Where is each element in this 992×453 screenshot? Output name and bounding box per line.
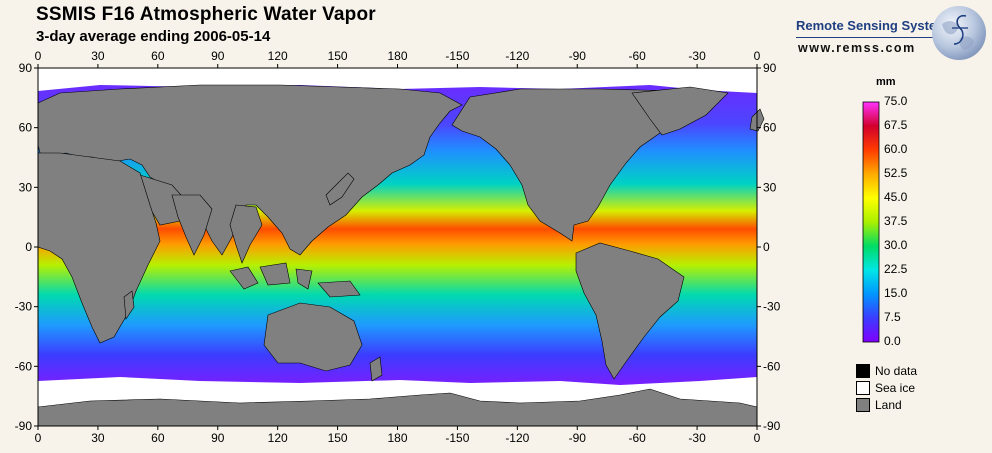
lon-label-top: 60: [151, 49, 165, 63]
map-title: SSMIS F16 Atmospheric Water Vapor: [36, 4, 376, 25]
legend-item: Sea ice: [856, 379, 917, 396]
lon-label-top: -60: [628, 49, 646, 63]
land-indochina: [229, 204, 263, 264]
colorbar-tick-label: 15.0: [884, 286, 908, 300]
lon-label-top: 0: [35, 49, 42, 63]
legend-label: Land: [875, 397, 902, 412]
lon-label-top: 180: [387, 49, 407, 63]
lat-label-right: 0: [763, 240, 770, 254]
lon-label-bottom: 0: [754, 431, 761, 445]
lon-label-bottom: 120: [268, 431, 288, 445]
map-axes: 0 0 30 30 60 60 90 90 120 120 150 150 180 180 -150 -150…: [15, 49, 781, 445]
legend-label: Sea ice: [875, 380, 916, 395]
lat-label-left: 30: [19, 180, 33, 194]
arctic-sea-ice: [38, 68, 757, 93]
colorbar-tick-label: 75.0: [884, 94, 908, 108]
land-australia: [263, 302, 363, 372]
land-borneo: [259, 262, 291, 286]
map-subtitle: 3-day average ending 2006-05-14: [36, 28, 271, 45]
lon-label-top: 120: [268, 49, 288, 63]
land-india: [171, 194, 213, 256]
lat-label-left: 60: [19, 121, 33, 135]
lon-label-bottom: 90: [211, 431, 225, 445]
lat-label-right: -30: [763, 300, 781, 314]
colorbar-tick-label: 52.5: [884, 166, 908, 180]
land-sumatra: [229, 266, 259, 290]
lon-label-bottom: 60: [151, 431, 165, 445]
lon-label-top: -150: [445, 49, 469, 63]
lon-label-bottom: -150: [445, 431, 469, 445]
colorbar-tick-label: 37.5: [884, 214, 908, 228]
lat-label-right: 30: [763, 180, 777, 194]
land-masses: [37, 84, 765, 427]
water-vapor-map: 0 0 30 30 60 60 90 90 120 120 150 150 180 180 -150 -150…: [0, 45, 820, 453]
lon-label-bottom: 0: [35, 431, 42, 445]
land-new-guinea: [317, 280, 361, 298]
colorbar-unit: mm: [876, 76, 896, 88]
lat-label-left: 0: [25, 240, 32, 254]
legend-swatch: [856, 380, 870, 395]
lon-label-top: -120: [505, 49, 529, 63]
legend-item: Land: [856, 396, 917, 413]
lat-label-right: 60: [763, 121, 777, 135]
lon-label-top: -30: [688, 49, 706, 63]
lon-label-bottom: 180: [387, 431, 407, 445]
colorbar-tick-label: 0.0: [884, 334, 901, 348]
lat-label-left: 90: [19, 61, 33, 75]
land-sulawesi: [295, 268, 313, 290]
colorbar-tick-label: 67.5: [884, 118, 908, 132]
legend-label: No data: [875, 363, 918, 378]
land-japan: [325, 172, 355, 206]
lon-label-bottom: 30: [91, 431, 105, 445]
land-south-america: [575, 242, 685, 380]
lon-label-bottom: -30: [688, 431, 706, 445]
colorbar-tick-label: 22.5: [884, 262, 908, 276]
lon-label-bottom: 150: [328, 431, 348, 445]
legend-swatch: [856, 397, 870, 412]
colorbar-tick-label: 45.0: [884, 190, 908, 204]
colorbar-tick-label: 30.0: [884, 238, 908, 252]
lon-label-top: 150: [328, 49, 348, 63]
legend-swatch: [856, 363, 870, 378]
brand-url[interactable]: www.remss.com: [798, 41, 916, 55]
map-legend: No data Sea ice Land: [856, 362, 917, 413]
legend-item: No data: [856, 362, 917, 379]
lat-label-right: 90: [763, 61, 777, 75]
lon-label-top: 90: [211, 49, 225, 63]
land-greenland: [631, 86, 729, 136]
brand-logo[interactable]: Remote Sensing Systems www.remss.com: [792, 6, 992, 68]
brand-underline: [796, 37, 951, 38]
colorbar-scale: [862, 101, 880, 343]
land-madagascar: [123, 290, 135, 320]
lat-label-left: -90: [15, 419, 33, 433]
lat-label-right: -90: [763, 419, 781, 433]
lat-label-left: -60: [15, 359, 33, 373]
colorbar-tick-label: 60.0: [884, 142, 908, 156]
land-new-zealand: [369, 356, 383, 382]
lat-label-right: -60: [763, 359, 781, 373]
brand-name: Remote Sensing Systems: [796, 18, 955, 33]
lon-label-bottom: -60: [628, 431, 646, 445]
colorbar-tick-label: 7.5: [884, 310, 901, 324]
lon-label-top: 30: [91, 49, 105, 63]
lon-label-bottom: -120: [505, 431, 529, 445]
lat-label-left: -30: [15, 300, 33, 314]
globe-logo-icon: [932, 6, 986, 60]
lon-label-top: 0: [754, 49, 761, 63]
lon-label-bottom: -90: [569, 431, 587, 445]
map-plot-area: [37, 67, 765, 427]
lon-label-top: -90: [569, 49, 587, 63]
